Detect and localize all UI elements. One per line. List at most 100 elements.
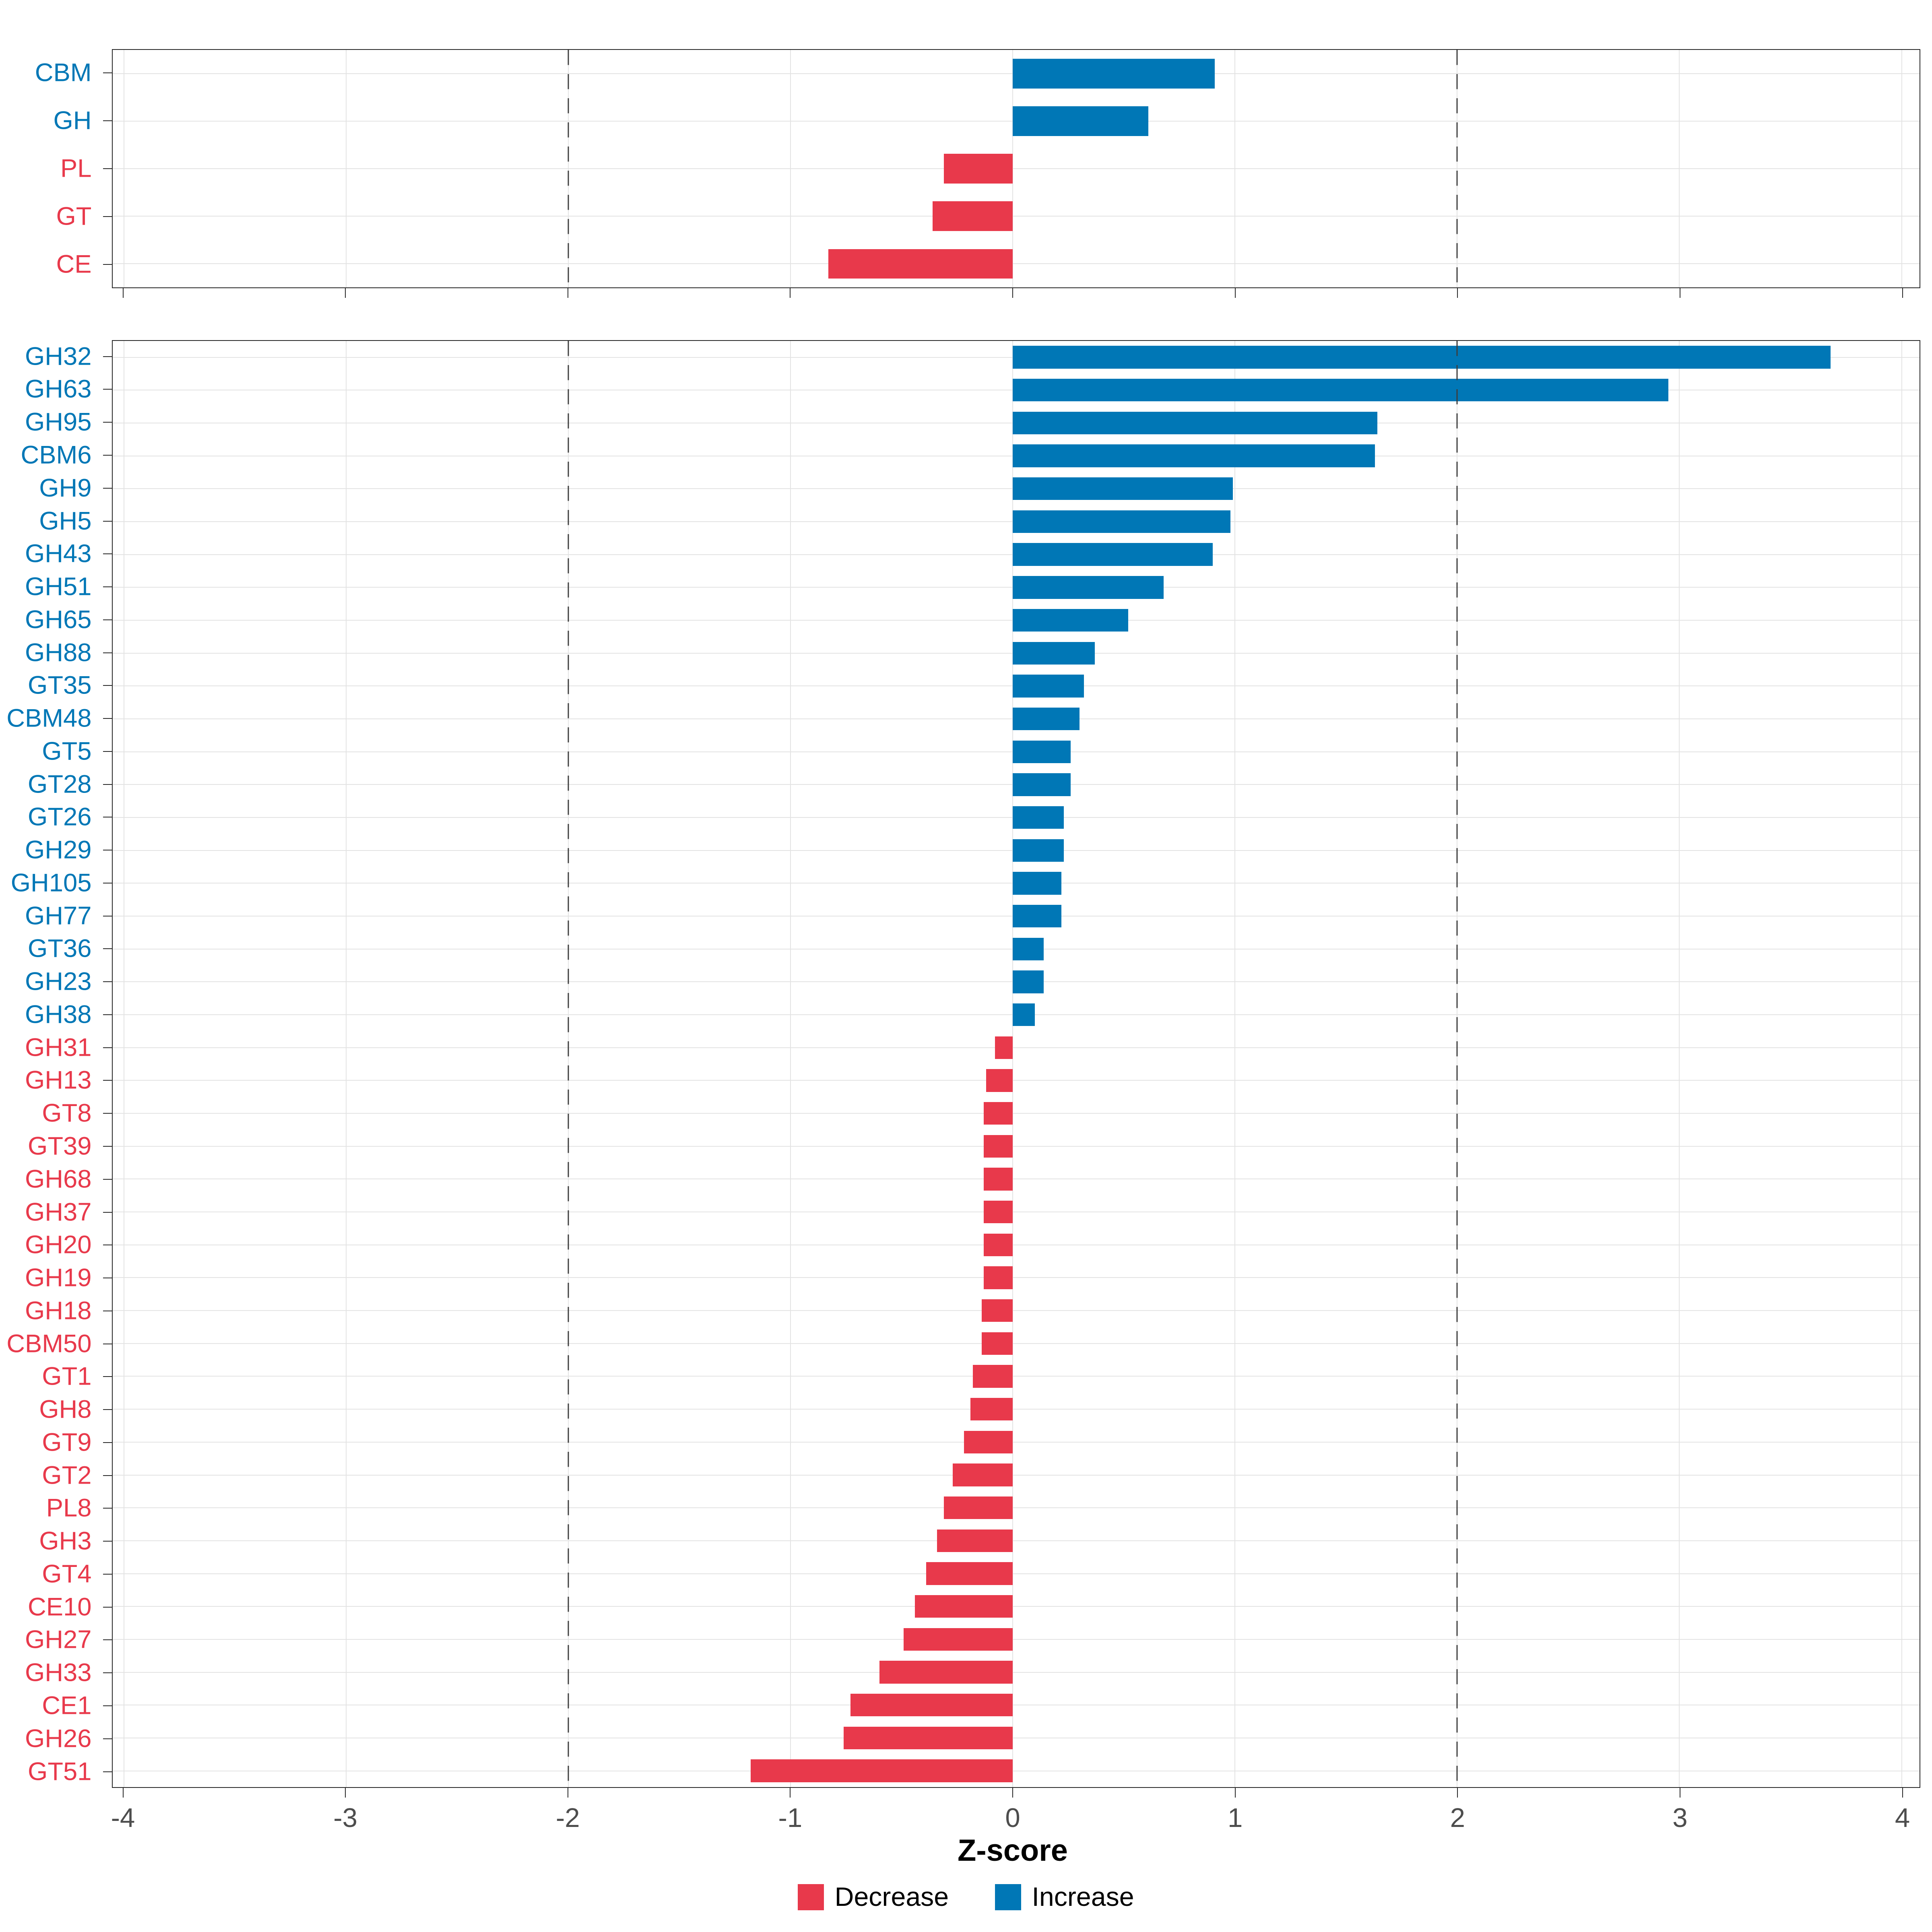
y-axis-tick — [103, 1573, 112, 1575]
bar-GH68 — [984, 1168, 1013, 1191]
y-axis-label-CBM6: CBM6 — [21, 441, 92, 469]
bar-PL8 — [943, 1496, 1013, 1519]
y-axis-tick — [103, 72, 112, 74]
bar-GH13 — [986, 1069, 1013, 1092]
bar-CE10 — [915, 1595, 1013, 1618]
y-axis-label-GH29: GH29 — [25, 836, 92, 864]
bar-GH95 — [1013, 411, 1377, 435]
y-axis-tick — [103, 216, 112, 217]
y-axis-label-GH27: GH27 — [25, 1625, 92, 1654]
gridline-y — [112, 1080, 1920, 1081]
bar-GH8 — [970, 1397, 1013, 1421]
x-tick-label: 1 — [1227, 1803, 1243, 1833]
y-axis-label-CE: CE — [56, 250, 92, 279]
bar-GT9 — [964, 1430, 1013, 1453]
x-axis-tick — [1457, 1788, 1458, 1798]
y-axis-label-GT26: GT26 — [28, 803, 92, 831]
y-axis-label-PL: PL — [60, 154, 92, 183]
reference-line — [568, 341, 569, 1788]
y-axis-tick — [103, 948, 112, 949]
bar-GT39 — [984, 1135, 1013, 1158]
y-axis-label-GH23: GH23 — [25, 967, 92, 996]
legend-item-increase: Increase — [995, 1882, 1134, 1912]
y-axis-tick — [103, 264, 112, 265]
gridline-y — [112, 1573, 1920, 1574]
y-axis-label-GH: GH — [53, 106, 92, 135]
y-axis-label-GH105: GH105 — [10, 869, 92, 897]
y-axis-label-GH31: GH31 — [25, 1033, 92, 1062]
y-axis-tick — [103, 454, 112, 456]
y-axis-label-CBM48: CBM48 — [6, 704, 92, 733]
gridline-y — [112, 1507, 1920, 1509]
gridline-y — [112, 1409, 1920, 1410]
gridline-x — [1679, 341, 1680, 1788]
bar-GT35 — [1013, 675, 1084, 698]
x-axis-tick — [122, 1788, 124, 1798]
x-axis-tick — [1012, 288, 1013, 298]
y-axis-label-PL8: PL8 — [46, 1494, 92, 1522]
gridline-y — [112, 263, 1920, 264]
bar-GH33 — [879, 1661, 1013, 1684]
x-axis-tick — [1012, 1788, 1013, 1798]
y-axis-tick — [103, 685, 112, 686]
legend-label-decrease: Decrease — [834, 1882, 949, 1912]
y-axis-label-CE10: CE10 — [28, 1593, 92, 1621]
y-axis-tick — [103, 1475, 112, 1476]
x-axis-tick — [1234, 1788, 1236, 1798]
legend-label-increase: Increase — [1032, 1882, 1134, 1912]
bar-GH37 — [984, 1200, 1013, 1224]
bar-GH38 — [1013, 1003, 1035, 1026]
y-axis-label-GT9: GT9 — [42, 1428, 92, 1457]
gridline-y — [112, 168, 1920, 169]
y-axis-tick — [103, 1508, 112, 1509]
reference-line — [568, 50, 569, 288]
gridline-y — [112, 216, 1920, 217]
x-axis-tick — [345, 288, 346, 298]
y-axis-tick — [103, 1014, 112, 1015]
bar-GH19 — [984, 1266, 1013, 1289]
gridline-y — [112, 1474, 1920, 1476]
bar-GH27 — [904, 1628, 1013, 1651]
bar-CBM50 — [981, 1332, 1013, 1355]
bar-GH43 — [1013, 543, 1213, 566]
bar-GH18 — [981, 1299, 1013, 1322]
y-axis-label-GH3: GH3 — [39, 1527, 92, 1555]
y-axis-tick — [103, 520, 112, 522]
y-axis-tick — [103, 718, 112, 719]
bar-GT5 — [1013, 740, 1071, 763]
y-axis-label-GH8: GH8 — [39, 1395, 92, 1424]
bar-GH105 — [1013, 872, 1062, 895]
y-axis-label-GT35: GT35 — [28, 671, 92, 700]
x-tick-label: 4 — [1895, 1803, 1910, 1833]
gridline-y — [112, 1376, 1920, 1377]
y-axis-tick — [103, 1047, 112, 1048]
gridline-y — [112, 1672, 1920, 1673]
y-axis-tick — [103, 1639, 112, 1641]
legend: Decrease Increase — [0, 1882, 1932, 1912]
y-axis-label-GH77: GH77 — [25, 901, 92, 930]
y-axis-tick — [103, 1179, 112, 1180]
y-axis-label-GT51: GT51 — [28, 1757, 92, 1785]
x-tick-label: -2 — [555, 1803, 580, 1833]
y-axis-tick — [103, 1541, 112, 1542]
x-axis-tick — [1902, 288, 1903, 298]
bar-PL — [943, 154, 1013, 184]
bar-GH65 — [1013, 609, 1129, 632]
y-axis-label-GT1: GT1 — [42, 1362, 92, 1391]
gridline-y — [112, 1277, 1920, 1278]
x-tick-label: -4 — [111, 1803, 135, 1833]
y-axis-tick — [103, 1705, 112, 1706]
y-axis-tick — [103, 586, 112, 588]
x-axis-title: Z-score — [958, 1833, 1068, 1868]
panel-bottom — [111, 340, 1920, 1788]
gridline-x — [345, 341, 347, 1788]
gridline-y — [112, 1047, 1920, 1048]
bar-GT36 — [1013, 937, 1044, 960]
y-axis-label-GH63: GH63 — [25, 375, 92, 403]
legend-swatch-increase — [995, 1884, 1022, 1910]
bar-GT1 — [972, 1365, 1013, 1388]
x-tick-label: 0 — [1005, 1803, 1020, 1833]
bar-GT8 — [984, 1102, 1013, 1125]
bar-GH26 — [844, 1726, 1013, 1750]
